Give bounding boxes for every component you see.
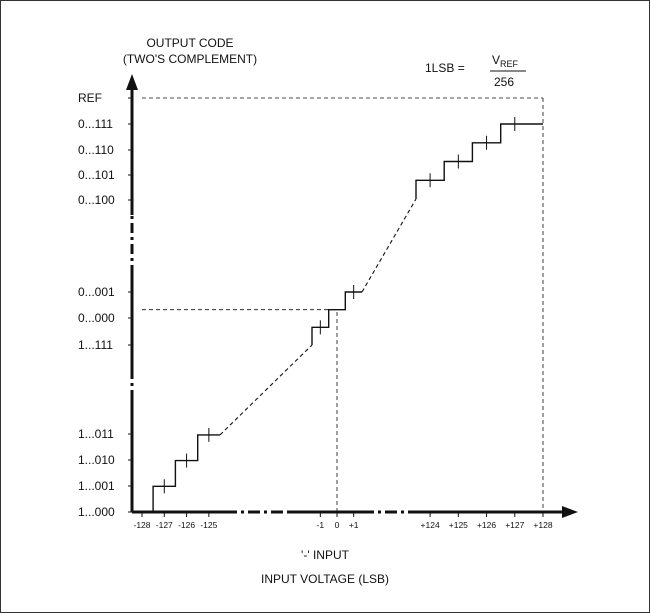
staircase-segment-3 [311, 291, 362, 345]
x-tick-label: -126 [178, 520, 195, 530]
axes [126, 74, 578, 518]
formula-numerator-sub: REF [500, 59, 519, 69]
dashed-segment-4 [361, 198, 417, 293]
y-axis-title-line2: (TWO'S COMPLEMENT) [123, 52, 257, 66]
y-tick-labels: REF 0...111 0...110 0...101 0...100 0...001 0.… [78, 91, 132, 519]
x-tick-label: +128 [533, 520, 552, 530]
y-tick-label: 1...000 [78, 505, 115, 519]
x-tick-label: -125 [200, 520, 217, 530]
y-tick-label: 1...010 [78, 453, 115, 467]
y-tick-label: 1...001 [78, 479, 115, 493]
dashed-segment-2 [219, 344, 313, 436]
x-tick-labels: -128 -127 -126 -125 -1 0 +1 +124 +125 +126 +127 +12… [133, 512, 553, 530]
y-tick-label: 0...111 [78, 117, 113, 131]
formula-lhs: 1LSB = [425, 61, 465, 75]
y-tick-label: 1...011 [78, 427, 114, 441]
x-tick-label: +125 [449, 520, 468, 530]
transfer-curve [142, 123, 543, 513]
x-tick-label: -1 [317, 520, 325, 530]
y-tick-label: 0...000 [78, 311, 115, 325]
y-axis-arrow [126, 74, 138, 90]
x-tick-label: -127 [156, 520, 173, 530]
x-tick-label: +126 [477, 520, 496, 530]
y-tick-label: REF [78, 91, 102, 105]
staircase-segment-5 [415, 123, 543, 199]
center-marks [163, 117, 516, 494]
staircase-segment-1 [142, 434, 220, 513]
x-tick-label: 0 [335, 520, 340, 530]
x-tick-label: +1 [349, 520, 359, 530]
x-tick-label: +127 [505, 520, 524, 530]
x-axis-title: INPUT VOLTAGE (LSB) [261, 572, 389, 586]
y-axis-title-line1: OUTPUT CODE [146, 36, 233, 50]
reference-lines [142, 97, 544, 512]
y-tick-label: 0...101 [78, 168, 115, 182]
x-sub-label: '-' INPUT [301, 548, 350, 562]
x-tick-label: +124 [421, 520, 440, 530]
formula-denominator: 256 [494, 75, 514, 89]
y-tick-label: 1...111 [78, 338, 113, 352]
y-tick-label: 0...100 [78, 193, 115, 207]
x-tick-label: -128 [133, 520, 150, 530]
x-axis-arrow [562, 506, 578, 518]
y-tick-label: 0...001 [78, 285, 115, 299]
y-tick-label: 0...110 [78, 143, 114, 157]
formula-numerator-main: V [492, 53, 500, 67]
